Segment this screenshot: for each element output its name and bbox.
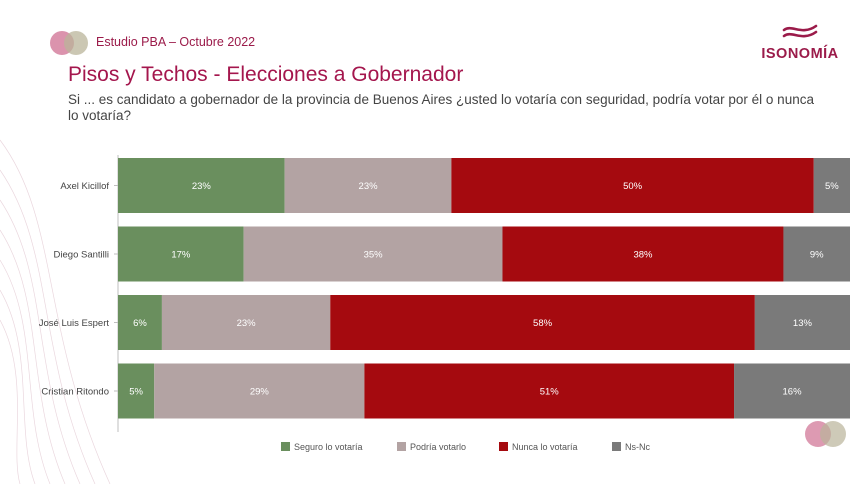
bar-segment [243, 226, 503, 282]
data-label: 58% [533, 318, 553, 329]
bar-segment [754, 295, 850, 350]
data-label: 5% [129, 387, 143, 398]
data-label: 9% [810, 250, 824, 261]
data-label: 23% [192, 181, 212, 192]
legend-label: Nunca lo votaría [512, 442, 578, 452]
data-label: 51% [540, 387, 560, 398]
data-label: 6% [133, 318, 147, 329]
bar-segment [451, 158, 814, 213]
bar-segment [118, 363, 155, 419]
data-label: 35% [364, 250, 384, 261]
bar-segment [502, 226, 784, 282]
data-label: 38% [633, 250, 653, 261]
legend-label: Ns-Nc [625, 442, 650, 452]
data-label: 17% [171, 250, 191, 261]
bar-segment [330, 295, 755, 350]
circles-logo-icon [50, 31, 88, 55]
category-label: Diego Santilli [54, 250, 109, 261]
bar-segment [734, 363, 850, 419]
data-label: 5% [825, 181, 839, 192]
study-label: Estudio PBA – Octubre 2022 [96, 35, 256, 49]
bar-segment [118, 158, 285, 213]
category-label: Axel Kicillof [60, 181, 109, 192]
category-label: Cristian Ritondo [41, 387, 109, 398]
data-label: 13% [793, 318, 813, 329]
data-label: 16% [783, 387, 803, 398]
bar-segment [161, 295, 331, 350]
bar-segment [783, 226, 850, 282]
data-label: 50% [623, 181, 643, 192]
bar-segment [118, 226, 244, 282]
footer-circles-logo-icon [805, 421, 846, 447]
brand-logo: ISONOMÍA [760, 22, 840, 62]
legend-label: Seguro lo votaría [294, 442, 363, 452]
bar-segment [284, 158, 452, 213]
brand-name: ISONOMÍA [761, 46, 839, 62]
data-label: 23% [237, 318, 257, 329]
isonomia-wave-icon [782, 24, 818, 38]
legend-swatch [499, 442, 508, 451]
stacked-bar-chart: Axel Kicillof 23% 23% 50% 5% Diego Santilli 17… [39, 155, 850, 432]
legend-swatch [281, 442, 290, 451]
legend-label: Podría votarlo [410, 442, 466, 452]
bar-segment [118, 295, 162, 350]
data-label: 23% [359, 181, 379, 192]
chart-legend: Seguro lo votaría Podría votarlo Nunca lo … [281, 442, 650, 452]
bar-segment [813, 158, 850, 213]
data-label: 29% [250, 387, 270, 398]
question-text: Si ... es candidato a gobernador de la p… [68, 92, 814, 123]
page-title: Pisos y Techos - Elecciones a Gobernador [68, 63, 464, 86]
category-label: José Luis Espert [39, 318, 110, 329]
bar-segment [364, 363, 735, 419]
legend-swatch [397, 442, 406, 451]
bar-segment [154, 363, 365, 419]
legend-swatch [612, 442, 621, 451]
